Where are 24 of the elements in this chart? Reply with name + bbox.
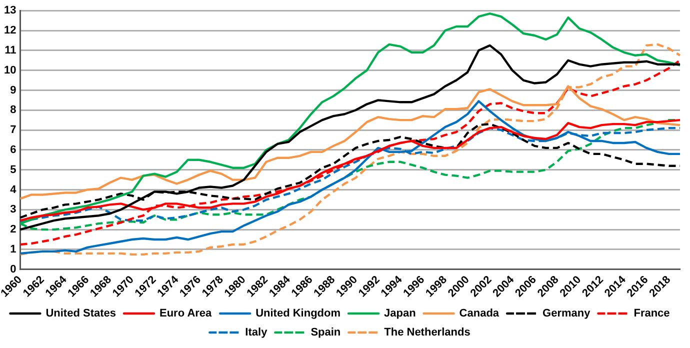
legend-label: United States xyxy=(46,308,116,320)
y-tick-label: 5 xyxy=(10,164,16,176)
legend-label: The Netherlands xyxy=(384,326,470,339)
y-tick-label: 12 xyxy=(4,24,16,37)
y-tick-label: 0 xyxy=(10,263,16,276)
y-tick-label: 10 xyxy=(4,64,16,76)
legend-label: France xyxy=(634,308,670,320)
y-tick-label: 13 xyxy=(4,4,16,17)
legend-label: Canada xyxy=(459,308,500,320)
legend-label: Spain xyxy=(310,326,341,339)
y-tick-label: 11 xyxy=(4,44,16,56)
legend-label: United Kingdom xyxy=(256,308,341,320)
y-tick-label: 4 xyxy=(10,184,18,196)
y-tick-label: 6 xyxy=(10,144,16,156)
legend-label: Italy xyxy=(245,326,268,339)
legend-label: Euro Area xyxy=(160,308,213,320)
y-tick-label: 8 xyxy=(10,104,16,116)
y-tick-label: 3 xyxy=(10,204,16,216)
y-tick-label: 1 xyxy=(10,243,16,256)
y-tick-label: 7 xyxy=(10,124,16,136)
y-tick-label: 9 xyxy=(10,84,16,96)
legend-label: Germany xyxy=(542,308,592,320)
legend-label: Japan xyxy=(384,308,416,320)
y-tick-label: 2 xyxy=(10,224,16,236)
